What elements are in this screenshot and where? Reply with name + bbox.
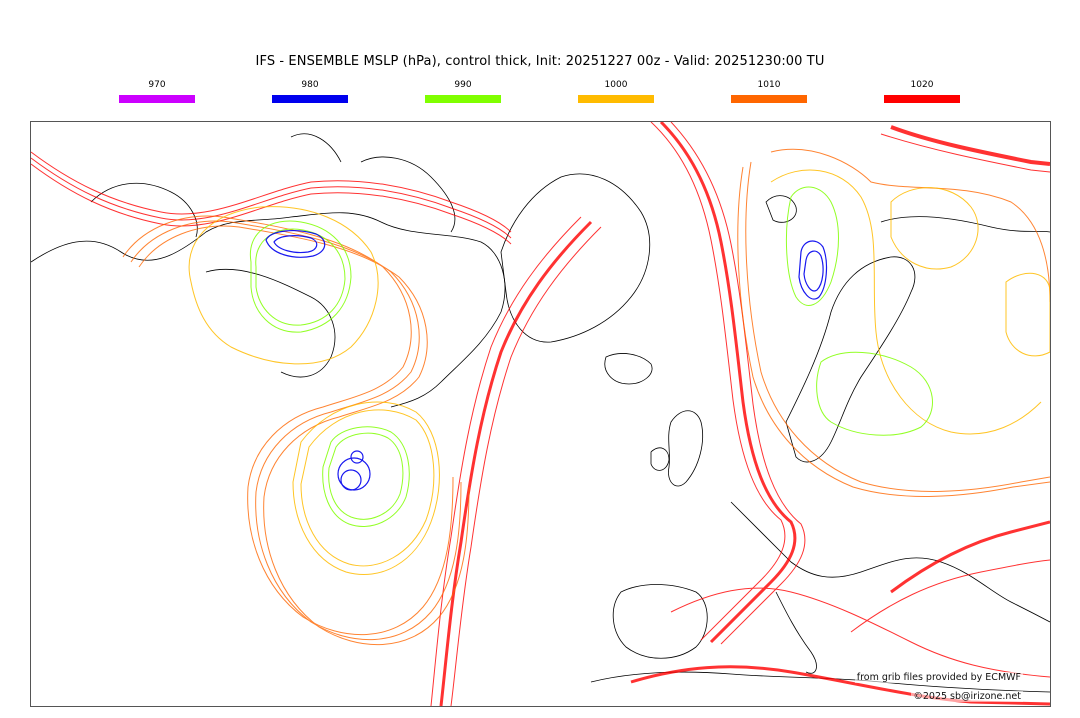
contour-legend: 970 980 990 1000 1010 1020 — [0, 78, 1080, 112]
legend-swatch-1010 — [731, 95, 807, 103]
data-source-credit: from grib files provided by ECMWF — [854, 672, 1023, 683]
legend-swatch-990 — [425, 95, 501, 103]
legend-swatch-980 — [272, 95, 348, 103]
coastlines — [31, 133, 1050, 693]
legend-item-1010: 1010 — [730, 78, 808, 103]
legend-label: 980 — [301, 80, 319, 90]
legend-swatch-970 — [119, 95, 195, 103]
legend-swatch-1020 — [884, 95, 960, 103]
pressure-map — [30, 121, 1051, 707]
isobar-1020 — [31, 122, 1050, 706]
legend-label: 990 — [454, 80, 472, 90]
legend-item-990: 990 — [424, 78, 502, 103]
legend-label: 1000 — [604, 80, 628, 90]
legend-item-1000: 1000 — [577, 78, 655, 103]
isobar-1010 — [122, 148, 1050, 646]
legend-label: 1020 — [910, 80, 934, 90]
legend-item-970: 970 — [118, 78, 196, 103]
legend-item-1020: 1020 — [883, 78, 961, 103]
legend-label: 1010 — [757, 80, 781, 90]
isobar-980 — [265, 230, 828, 491]
legend-item-980: 980 — [271, 78, 349, 103]
legend-swatch-1000 — [578, 95, 654, 103]
isobar-990 — [249, 186, 933, 527]
map-canvas — [31, 122, 1050, 706]
map-title: IFS - ENSEMBLE MSLP (hPa), control thick… — [255, 54, 825, 69]
legend-label: 970 — [148, 80, 166, 90]
copyright-credit: ©2025 sb@irizone.net — [911, 691, 1023, 702]
isobar-1000 — [188, 169, 1050, 576]
